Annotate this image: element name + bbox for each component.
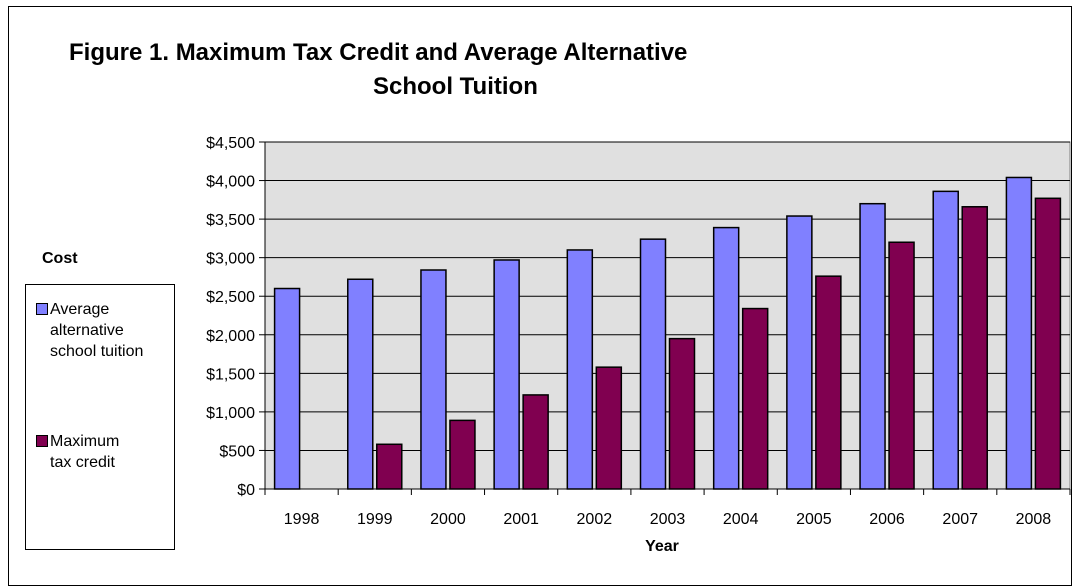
x-axis-title: Year xyxy=(645,538,679,555)
legend-swatch-tuition xyxy=(36,303,48,315)
bar-tuition xyxy=(859,202,886,490)
bar-tuition xyxy=(932,190,959,490)
y-tick-label: $3,000 xyxy=(206,251,255,268)
bar-tuition xyxy=(712,226,740,490)
x-tick-label: 2006 xyxy=(869,511,905,528)
legend-label-tax-credit: Maximum tax credit xyxy=(50,433,120,471)
x-tick-label: 2002 xyxy=(577,511,613,528)
y-tick-label: $2,000 xyxy=(206,328,255,345)
bar-tuition xyxy=(420,269,447,490)
bar-tax-credit xyxy=(961,206,988,490)
chart-title-line1: Figure 1. Maximum Tax Credit and Average… xyxy=(69,39,688,66)
chart-title-line2: School Tuition xyxy=(373,73,538,100)
y-tick-label: $1,500 xyxy=(206,366,255,383)
y-tick-label: $0 xyxy=(237,482,255,499)
x-tick-label: 2003 xyxy=(650,511,686,528)
bar-tax-credit xyxy=(522,394,549,490)
bar-tuition xyxy=(347,278,374,490)
bar-tuition xyxy=(273,287,301,490)
legend-swatch-tax-credit xyxy=(36,435,48,447)
y-tick-label: $3,500 xyxy=(206,212,255,229)
bar-tuition xyxy=(1005,176,1033,490)
x-tick-label: 2005 xyxy=(796,511,832,528)
bar-chart: $0 $500 $1,000 $1,500 $2,000 $2,500 $3,000 $3,5… xyxy=(206,135,1071,555)
bar-tuition xyxy=(786,215,813,490)
bar-tuition xyxy=(493,259,520,490)
y-tick-label: $500 xyxy=(219,443,255,460)
bar-tax-credit xyxy=(1034,197,1062,490)
y-tick-label: $4,000 xyxy=(206,174,255,191)
bar-tuition xyxy=(639,238,667,490)
x-tick-label: 2007 xyxy=(942,511,978,528)
y-tick-label: $4,500 xyxy=(206,135,255,152)
x-tick-label: 2000 xyxy=(430,511,466,528)
x-tick-label: 2001 xyxy=(503,511,539,528)
bar-tax-credit xyxy=(888,241,915,490)
bar-tax-credit xyxy=(595,366,623,490)
x-tick-label: 2008 xyxy=(1016,511,1052,528)
x-tick-label: 1999 xyxy=(357,511,393,528)
legend: Average alternative school tuition Maxim… xyxy=(25,284,175,550)
legend-title: Cost xyxy=(42,250,78,267)
bar-tax-credit xyxy=(815,275,842,490)
x-tick-label: 1998 xyxy=(284,511,320,528)
bar-tax-credit xyxy=(376,443,403,490)
bar-tuition xyxy=(566,249,594,490)
bar-tax-credit xyxy=(741,307,769,490)
bar-tax-credit xyxy=(668,337,696,490)
legend-label-tuition: Average alternative school tuition xyxy=(50,301,144,360)
bar-tax-credit xyxy=(449,419,476,490)
x-tick-label: 2004 xyxy=(723,511,759,528)
y-tick-label: $1,000 xyxy=(206,405,255,422)
y-tick-label: $2,500 xyxy=(206,289,255,306)
